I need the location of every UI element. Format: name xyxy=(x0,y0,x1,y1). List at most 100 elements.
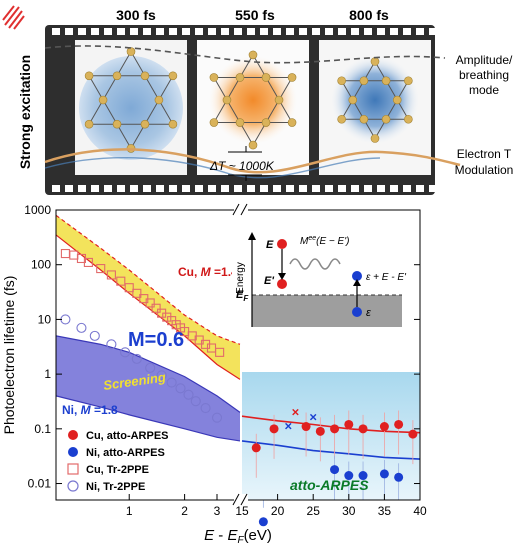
svg-text:Ni, atto-ARPES: Ni, atto-ARPES xyxy=(86,447,165,459)
ni-2ppe-point xyxy=(190,396,201,407)
axis-break-top xyxy=(232,203,240,216)
cu-2ppe-point xyxy=(69,250,79,260)
sprocket-hole xyxy=(325,185,333,192)
svg-text:ε + E - E': ε + E - E' xyxy=(366,272,407,283)
ni-theory-curve xyxy=(241,440,421,460)
sprocket-hole xyxy=(429,28,437,35)
cu-atto-point xyxy=(394,419,404,429)
ni-atto-point xyxy=(358,471,368,481)
atom xyxy=(248,140,258,150)
electron-label-1: Electron T xyxy=(457,147,512,161)
cu-2ppe-point xyxy=(116,276,126,286)
sprocket-hole xyxy=(91,28,99,35)
electron-e xyxy=(277,239,287,249)
atto-arpes-panel-bg xyxy=(242,372,420,500)
ni-2ppe-point xyxy=(106,339,117,350)
atom xyxy=(348,95,358,105)
ni-2ppe-point xyxy=(200,402,211,414)
y-tick-label: 1000 xyxy=(24,203,51,217)
excitation-hatch-icon xyxy=(2,5,25,30)
electron-label-2: Modulation xyxy=(455,163,514,177)
legend-item-cu-2ppe: Cu, Tr-2PPE xyxy=(67,463,149,476)
sprocket-hole xyxy=(390,28,398,35)
cu-2ppe-point xyxy=(60,248,70,259)
sprocket-hole xyxy=(182,185,190,192)
band-edge xyxy=(55,335,241,413)
svg-text:E: E xyxy=(266,239,274,251)
sprocket-hole xyxy=(65,185,73,192)
band-edge xyxy=(55,214,241,345)
cross-point: × xyxy=(284,419,292,434)
sprocket-hole xyxy=(208,28,216,35)
y-tick-label: 1 xyxy=(44,367,51,381)
sprocket-hole xyxy=(247,28,255,35)
ni-atto-point xyxy=(258,517,268,527)
sprocket-hole xyxy=(403,28,411,35)
cu-atto-point xyxy=(269,424,279,434)
sprocket-hole xyxy=(312,185,320,192)
sprocket-hole xyxy=(182,28,190,35)
x-tick-label: 30 xyxy=(342,504,356,518)
sprocket-hole xyxy=(91,185,99,192)
lattice-triangle xyxy=(88,75,174,150)
sprocket-hole xyxy=(52,185,60,192)
x-tick-label: 15 xyxy=(235,504,249,518)
atom xyxy=(235,73,245,82)
cu-2ppe-point xyxy=(132,288,142,298)
sprocket-hole xyxy=(78,185,86,192)
atom xyxy=(261,118,271,127)
atom xyxy=(248,50,258,60)
cu-atto-point xyxy=(315,426,325,436)
cu-atto-point xyxy=(408,429,418,439)
atom xyxy=(359,114,369,124)
atom xyxy=(404,114,413,124)
cu-2ppe-point xyxy=(96,264,106,274)
sprocket-hole xyxy=(364,28,372,35)
ni-2ppe-point xyxy=(120,347,131,358)
sprocket-hole xyxy=(364,185,372,192)
lattice-triangle xyxy=(88,50,174,125)
legend-item-ni-atto: Ni, atto-ARPES xyxy=(68,447,165,459)
legend: Cu, atto-ARPES Ni, atto-ARPES Cu, Tr-2PP… xyxy=(67,430,169,493)
ni-2ppe-point xyxy=(76,322,87,333)
amplitude-label-1: Amplitude/ xyxy=(456,53,513,67)
sprocket-hole xyxy=(104,185,112,192)
electron-eps xyxy=(352,307,362,317)
cross-point: × xyxy=(309,410,317,425)
atom xyxy=(370,134,380,143)
atom xyxy=(370,57,380,66)
sprocket-hole xyxy=(195,185,203,192)
sprocket-hole xyxy=(208,185,216,192)
matrix-element-label: Mee(E − E') xyxy=(300,235,349,247)
ni-atto-point xyxy=(394,472,404,482)
x-tick-label: 2 xyxy=(181,504,188,518)
atom xyxy=(140,71,150,81)
sprocket-hole xyxy=(260,185,268,192)
atom xyxy=(381,114,391,124)
sprocket-hole xyxy=(234,28,242,35)
svg-text:ε: ε xyxy=(366,307,371,319)
band-edge xyxy=(55,234,241,380)
atom xyxy=(154,95,164,105)
y-tick-label: 0.01 xyxy=(28,477,52,491)
cu-atto-point xyxy=(344,419,354,429)
energy-label: Energy xyxy=(235,262,246,294)
sprocket-hole xyxy=(195,28,203,35)
sprocket-hole xyxy=(286,185,294,192)
atom xyxy=(84,71,94,81)
atom xyxy=(261,73,271,82)
x-tick-label: 35 xyxy=(378,504,392,518)
cross-point: × xyxy=(292,404,300,419)
sprocket-hole xyxy=(312,28,320,35)
delta-t-label: ΔT ~ 1000K xyxy=(209,159,275,173)
ni-2ppe-point xyxy=(60,314,71,325)
electron-temperature-curve xyxy=(44,148,461,174)
axis-break-bottom xyxy=(232,493,240,506)
x-tick-label: 25 xyxy=(307,504,321,518)
amplitude-label-2: breathing xyxy=(459,68,509,82)
electron-e-prime xyxy=(277,279,287,289)
cu-atto-point xyxy=(301,422,311,432)
sprocket-hole xyxy=(416,185,424,192)
sprocket-hole xyxy=(377,185,385,192)
